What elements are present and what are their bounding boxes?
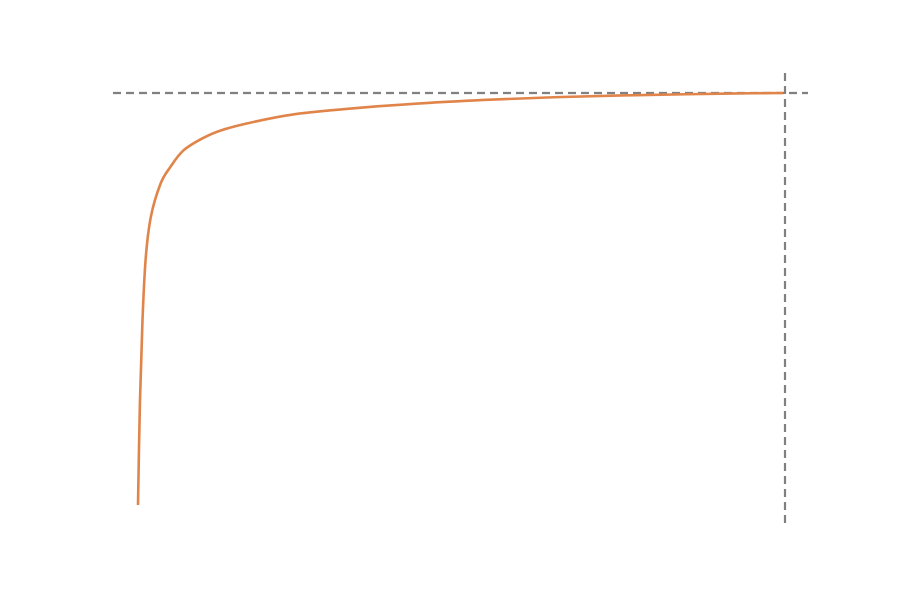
- series-line-0: [136, 91, 784, 506]
- series-layer: [136, 91, 784, 506]
- reference-lines: [113, 73, 808, 525]
